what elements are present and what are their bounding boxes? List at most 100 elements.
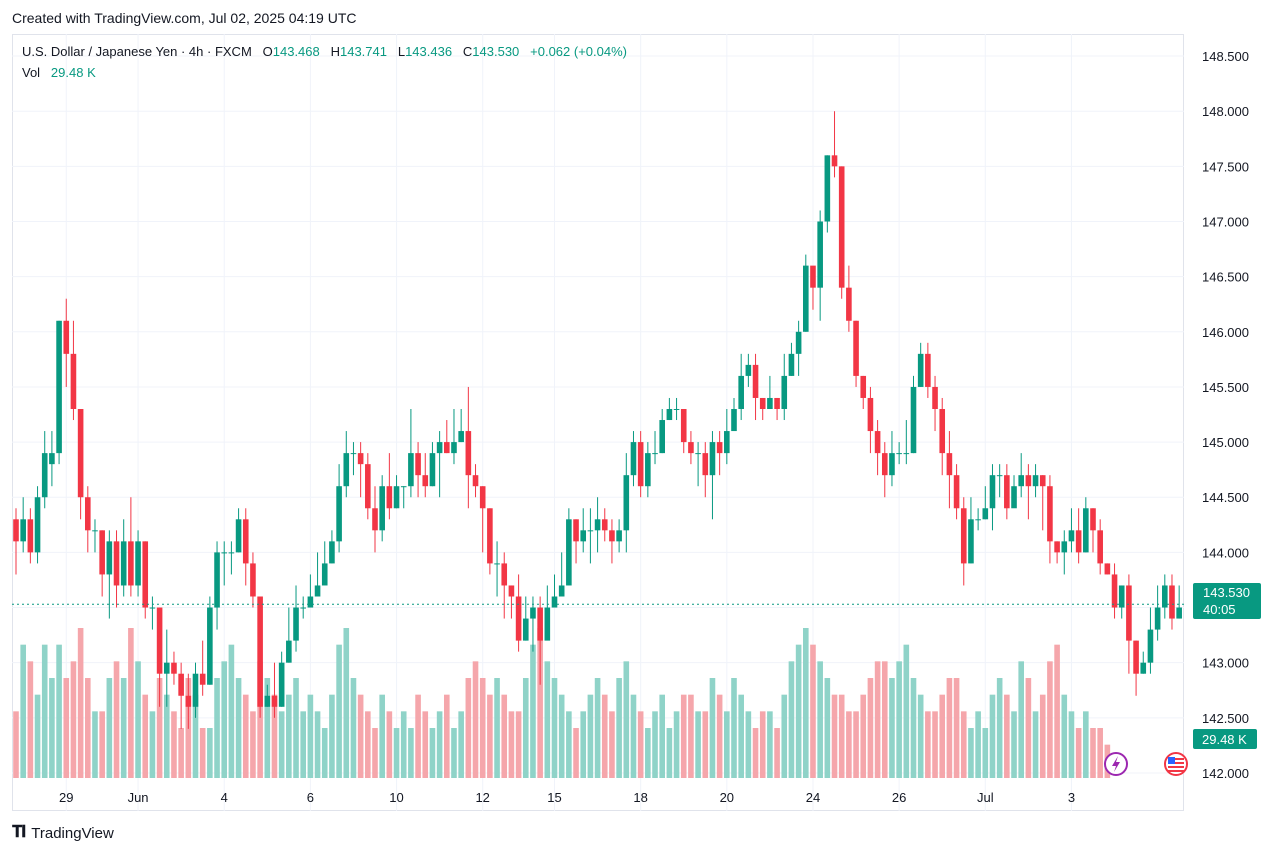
volume-bar-64 [472,661,479,778]
volume-bar-79 [580,711,587,778]
volume-bar-56 [415,694,421,778]
volume-bar-98 [716,694,723,778]
candle-148 [1075,508,1082,564]
volume-bar-16 [128,628,134,778]
y-tick-label-5: 144.500 [1202,490,1249,505]
high-label: H [330,44,340,59]
candle-28 [214,541,220,630]
us-flag-icon[interactable] [1164,752,1188,776]
volume-bar-137 [996,678,1003,778]
volume-bar-103 [752,728,759,778]
volume-legend: Vol 29.48 K [22,65,96,80]
volume-bar-80 [587,694,594,778]
x-tick-label-11: Jul [977,790,994,805]
volume-bar-124 [903,644,910,778]
candle-131 [953,464,960,520]
volume-bar-151 [1097,728,1103,778]
price-axis: 142.000142.500143.000143.500144.000144.5… [1202,49,1249,781]
candle-78 [573,519,579,564]
volume-bar-71 [522,678,529,778]
volume-bar-22 [171,711,177,778]
volume-bar-58 [429,728,436,778]
volume-bar-37 [278,711,285,778]
volume-bar-146 [1061,694,1068,778]
volume-bar-148 [1075,728,1082,778]
candle-128 [932,375,938,432]
candle-85 [623,453,630,553]
volume-bar-43 [321,728,328,778]
volume-bar-42 [314,711,321,778]
volume-bar-150 [1090,728,1096,778]
candle-156 [1133,640,1139,696]
candle-15 [120,519,127,597]
volume-bar-67 [494,678,500,778]
candle-159 [1154,585,1161,641]
candle-91 [666,397,673,421]
volume-bar-120 [874,661,881,778]
candle-12 [99,530,105,597]
candle-19 [149,596,156,630]
volume-bar-63 [465,678,472,778]
candle-20 [156,607,163,707]
candle-22 [171,651,177,685]
candle-142 [1032,464,1039,498]
volume-bar-35 [264,678,271,778]
symbol-description[interactable]: U.S. Dollar / Japanese Yen · 4h · FXCM [22,44,252,59]
y-tick-label-11: 147.500 [1202,159,1249,174]
volume-bar-9 [77,628,84,778]
x-tick-label-4: 10 [389,790,403,805]
volume-bar-50 [372,728,378,778]
candle-102 [745,353,752,387]
candle-137 [996,464,1003,498]
ohlc-legend: U.S. Dollar / Japanese Yen · 4h · FXCM O… [22,44,627,59]
candle-32 [242,508,249,586]
candle-133 [968,497,974,564]
chart-frame[interactable] [12,34,1184,811]
candle-95 [695,442,701,487]
volume-bar-116 [846,711,852,778]
x-tick-label-12: 3 [1068,790,1075,805]
candle-37 [278,651,285,707]
volume-label[interactable]: Vol [22,65,41,80]
volume-bar-119 [867,678,874,778]
volume-bar-69 [508,711,515,778]
volume-bar-145 [1054,644,1060,778]
candle-149 [1083,497,1089,553]
candle-66 [487,508,493,575]
candle-152 [1104,563,1111,575]
candle-144 [1047,475,1053,564]
volume-bar-109 [795,644,802,778]
volume-bar-135 [982,728,989,778]
candle-96 [702,442,709,498]
candle-5 [49,431,55,487]
volume-bar-76 [558,694,565,778]
volume-bar-143 [1039,694,1046,778]
footer-branding[interactable]: 𝐓𝐈 TradingView [12,824,114,842]
y-tick-label-9: 146.500 [1202,270,1249,285]
candle-46 [343,431,350,498]
candle-157 [1140,651,1147,674]
volume-bar-125 [910,678,917,778]
volume-bar-12 [99,711,105,778]
candle-93 [680,409,687,454]
candle-92 [673,397,680,421]
volume-bar-51 [379,694,385,778]
candle-130 [946,431,953,509]
x-tick-label-6: 15 [547,790,561,805]
volume-bar-127 [925,711,931,778]
candle-36 [271,662,278,718]
candle-2 [27,508,34,564]
volume-bar-21 [163,694,170,778]
volume-bar-4 [41,644,48,778]
candle-43 [321,541,328,586]
volume-bar-40 [300,711,306,778]
volume-bar-138 [1004,694,1010,778]
volume-bar-77 [566,711,572,778]
volume-bar-72 [530,644,536,778]
flash-icon[interactable] [1104,752,1128,776]
volume-bar-2 [27,661,34,778]
volume-bar-75 [551,678,558,778]
volume-badge-value: 29.48 K [1202,732,1247,747]
volume-bar-5 [49,678,55,778]
